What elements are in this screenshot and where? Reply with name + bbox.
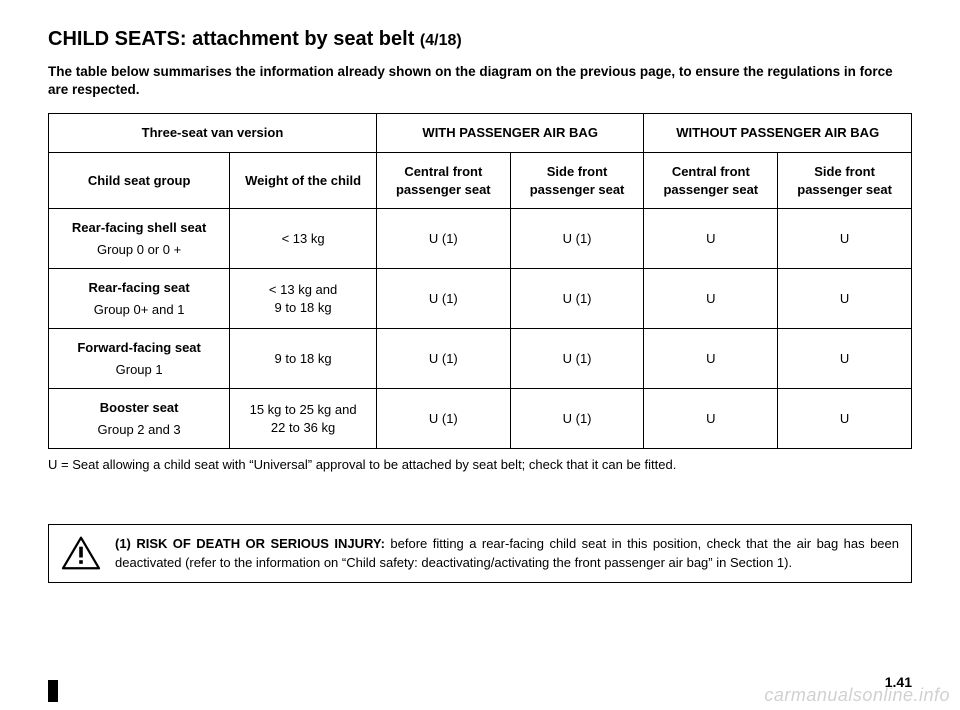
cell-value: U (1) (376, 389, 510, 449)
header-without-airbag: WITHOUT PASSENGER AIR BAG (644, 114, 912, 153)
col-central-with: Central front passenger seat (376, 152, 510, 208)
row-label-cell: Rear-facing seat Group 0+ and 1 (49, 269, 230, 329)
table-row: Forward-facing seat Group 1 9 to 18 kg U… (49, 329, 912, 389)
row-label: Booster seat (55, 399, 223, 417)
row-weight-cell: < 13 kg (230, 209, 377, 269)
cell-value: U (644, 329, 778, 389)
cell-value: U (778, 269, 912, 329)
row-weight-1: < 13 kg (236, 230, 370, 248)
cell-value: U (778, 209, 912, 269)
row-weight-cell: < 13 kg and 9 to 18 kg (230, 269, 377, 329)
cell-value: U (778, 329, 912, 389)
cell-value: U (644, 269, 778, 329)
watermark-text: carmanualsonline.info (764, 685, 950, 706)
section-tab-mark (48, 680, 58, 702)
row-label-cell: Forward-facing seat Group 1 (49, 329, 230, 389)
col-weight: Weight of the child (230, 152, 377, 208)
warning-box: (1) RISK OF DEATH OR SERIOUS INJURY: bef… (48, 524, 912, 582)
title-main: CHILD SEATS: attachment by seat belt (48, 28, 414, 50)
table-header-row-1: Three-seat van version WITH PASSENGER AI… (49, 114, 912, 153)
intro-paragraph: The table below summarises the informati… (48, 63, 912, 99)
table-footnote: U = Seat allowing a child seat with “Uni… (48, 457, 912, 472)
page-title: CHILD SEATS: attachment by seat belt (4/… (48, 28, 912, 51)
warning-text: (1) RISK OF DEATH OR SERIOUS INJURY: bef… (115, 535, 899, 571)
row-weight-1: 9 to 18 kg (236, 350, 370, 368)
table-row: Rear-facing seat Group 0+ and 1 < 13 kg … (49, 269, 912, 329)
row-weight-1: 15 kg to 25 kg and (236, 401, 370, 419)
warning-triangle-icon (61, 535, 101, 571)
row-label: Forward-facing seat (55, 339, 223, 357)
row-sub: Group 2 and 3 (55, 421, 223, 439)
col-side-with: Side front passenger seat (510, 152, 644, 208)
warning-lead: (1) RISK OF DEATH OR SERIOUS INJURY: (115, 536, 385, 551)
cell-value: U (644, 389, 778, 449)
row-weight-2: 9 to 18 kg (236, 299, 370, 317)
row-weight-1: < 13 kg and (236, 281, 370, 299)
row-weight-cell: 9 to 18 kg (230, 329, 377, 389)
row-weight-2: 22 to 36 kg (236, 419, 370, 437)
title-page-indicator: (4/18) (420, 32, 462, 49)
row-label-cell: Rear-facing shell seat Group 0 or 0 + (49, 209, 230, 269)
row-sub: Group 0+ and 1 (55, 301, 223, 319)
col-side-without: Side front passenger seat (778, 152, 912, 208)
cell-value: U (1) (510, 389, 644, 449)
table-header-row-2: Child seat group Weight of the child Cen… (49, 152, 912, 208)
cell-value: U (644, 209, 778, 269)
child-seat-table: Three-seat van version WITH PASSENGER AI… (48, 113, 912, 449)
col-child-seat-group: Child seat group (49, 152, 230, 208)
col-central-without: Central front passenger seat (644, 152, 778, 208)
cell-value: U (1) (510, 209, 644, 269)
table-row: Rear-facing shell seat Group 0 or 0 + < … (49, 209, 912, 269)
cell-value: U (1) (510, 269, 644, 329)
header-version: Three-seat van version (49, 114, 377, 153)
row-label: Rear-facing shell seat (55, 219, 223, 237)
table-row: Booster seat Group 2 and 3 15 kg to 25 k… (49, 389, 912, 449)
row-label-cell: Booster seat Group 2 and 3 (49, 389, 230, 449)
cell-value: U (1) (376, 209, 510, 269)
cell-value: U (778, 389, 912, 449)
row-label: Rear-facing seat (55, 279, 223, 297)
header-with-airbag: WITH PASSENGER AIR BAG (376, 114, 644, 153)
cell-value: U (1) (510, 329, 644, 389)
row-sub: Group 0 or 0 + (55, 241, 223, 259)
cell-value: U (1) (376, 269, 510, 329)
row-weight-cell: 15 kg to 25 kg and 22 to 36 kg (230, 389, 377, 449)
row-sub: Group 1 (55, 361, 223, 379)
cell-value: U (1) (376, 329, 510, 389)
